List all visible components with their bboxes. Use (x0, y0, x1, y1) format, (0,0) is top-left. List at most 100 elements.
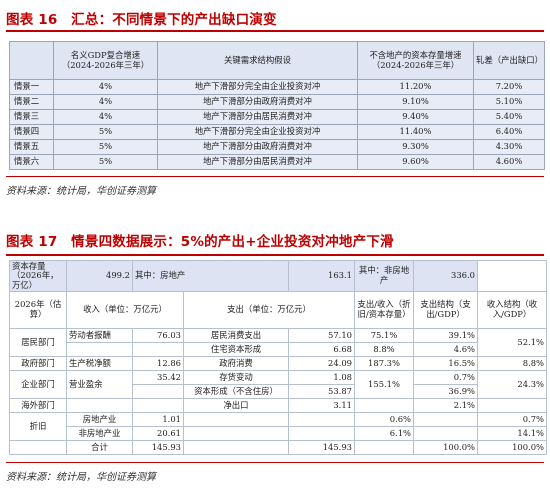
figure-17-source: 资料来源：统计局，华创证券测算 (6, 472, 156, 483)
demand-assumption: 地产下滑部分完全由企业投资对冲 (157, 124, 358, 140)
empty-cell (354, 398, 414, 413)
scenario-name: 情景二 (9, 94, 54, 110)
empty-cell (477, 398, 547, 413)
figure-17-title: 图表 17 情景四数据展示：5%的产出+企业投资对冲地产下滑 (6, 234, 394, 250)
total-label: 合计 (66, 440, 133, 455)
empty-cell (132, 342, 184, 357)
scenario-name: 情景一 (9, 79, 54, 95)
header-cell (9, 41, 54, 80)
gdp-growth: 5% (53, 139, 158, 155)
figure-16-title: 图表 16 汇总：不同情景下的产出缺口演变 (6, 12, 277, 28)
scenario-four-table: 资本存量（2026年，万亿） 499.2 其中：房地产 163.1 其中：非房地… (9, 260, 547, 455)
empty-cell (413, 426, 478, 441)
capital-stock-label: 资本存量（2026年，万亿） (9, 260, 67, 292)
figure-16-source: 资料来源：统计局，华创证券测算 (6, 186, 156, 197)
non-real-estate-stock-value: 336.0 (413, 260, 478, 292)
expense-structure: 2.1% (413, 398, 478, 413)
demand-assumption: 地产下滑部分由政府消费对冲 (157, 139, 358, 155)
expense-item: 净出口 (183, 398, 289, 413)
table-row: 情景一 4% 地产下滑部分完全由企业投资对冲 11.20% 7.20% (9, 79, 545, 95)
empty-cell (132, 398, 184, 413)
expense-value: 1.08 (288, 370, 355, 385)
sector-name: 企业部门 (9, 370, 67, 399)
capital-stock-growth: 9.60% (357, 154, 474, 170)
table-row: 资本形成（不含住房） 53.87 36.9% (10, 384, 547, 399)
expense-structure: 36.9% (413, 384, 478, 399)
income-structure: 0.7% (477, 412, 547, 427)
expense-value: 24.09 (288, 356, 355, 371)
table-row: 居民部门 劳动者报酬 76.03 居民消费支出 57.10 75.1% 39.1… (9, 328, 547, 357)
expense-value: 6.68 (288, 342, 355, 357)
output-gap: 5.10% (473, 94, 545, 110)
expense-ratio: 155.1% (354, 370, 414, 399)
total-income-structure: 100.0% (477, 440, 547, 455)
scenario-name: 情景四 (9, 124, 54, 140)
empty-cell (477, 260, 547, 292)
empty-cell (354, 440, 414, 455)
output-gap: 6.40% (473, 124, 545, 140)
header-cell: 不含地产的资本存量增速（2024-2026年三年） (357, 41, 474, 80)
capital-stock-row: 资本存量（2026年，万亿） 499.2 其中：房地产 163.1 其中：非房地… (9, 260, 547, 292)
gdp-growth: 5% (53, 154, 158, 170)
total-expense-structure: 100.0% (413, 440, 478, 455)
empty-cell (66, 342, 133, 357)
real-estate-stock-label: 其中：房地产 (132, 260, 289, 292)
column-header-row: 2026年（估算） 收入（单位：万亿元） 支出（单位：万亿元） 支出/收入（折旧… (9, 291, 547, 329)
income-value: 20.61 (132, 426, 184, 441)
expense-ratio: 0.6% (354, 412, 414, 427)
expense-structure-header: 支出结构（支出/GDP） (413, 291, 478, 329)
capital-stock-growth: 9.40% (357, 109, 474, 125)
income-structure: 8.8% (477, 356, 547, 371)
expense-item: 住宅资本形成 (183, 342, 289, 357)
table-row: 企业部门 营业盈余 35.42 存货变动 1.08 155.1% 0.7% 24… (9, 370, 547, 399)
table-row: 情景三 4% 地产下滑部分由居民消费对冲 9.40% 5.40% (9, 109, 545, 125)
income-structure: 24.3% (477, 370, 547, 399)
table-row: 住宅资本形成 6.68 8.8% 4.6% (10, 342, 547, 357)
total-row: 合计 145.93 145.93 100.0% 100.0% (9, 440, 547, 455)
income-value: 76.03 (132, 328, 184, 343)
expense-item: 居民消费支出 (183, 328, 289, 343)
sector-name: 居民部门 (9, 328, 67, 357)
expense-value: 3.11 (288, 398, 355, 413)
expense-ratio: 6.1% (354, 426, 414, 441)
figure-16-bottom-rule (6, 176, 544, 177)
real-estate-stock-value: 163.1 (288, 260, 355, 292)
capital-stock-growth: 9.10% (357, 94, 474, 110)
table-row: 非房地产业 20.61 6.1% 14.1% (10, 426, 547, 441)
total-expense: 145.93 (288, 440, 355, 455)
header-cell: 关键需求结构假设 (157, 41, 358, 80)
scenario-name: 情景五 (9, 139, 54, 155)
income-value: 1.01 (132, 412, 184, 427)
expense-value: 53.87 (288, 384, 355, 399)
figure-17-top-rule (6, 254, 544, 256)
expense-ratio: 8.8% (354, 342, 414, 357)
year-header: 2026年（估算） (9, 291, 67, 329)
expense-structure: 39.1% (413, 328, 478, 343)
empty-cell (413, 412, 478, 427)
sector-name: 海外部门 (9, 398, 67, 413)
income-item: 房地产业 (66, 412, 133, 427)
table-row: 政府部门 生产税净额 12.86 政府消费 24.09 187.3% 16.5%… (9, 356, 547, 371)
income-item: 营业盈余 (66, 370, 133, 399)
total-income: 145.93 (132, 440, 184, 455)
capital-stock-growth: 11.20% (357, 79, 474, 95)
table-row: 折旧 房地产业 1.01 0.6% 0.7% (9, 412, 547, 441)
table-row: 情景五 5% 地产下滑部分由政府消费对冲 9.30% 4.30% (9, 139, 545, 155)
gdp-growth: 4% (53, 109, 158, 125)
expense-ratio: 187.3% (354, 356, 414, 371)
empty-cell (183, 426, 289, 441)
empty-cell (183, 412, 289, 427)
empty-cell (288, 426, 355, 441)
header-cell: 轧差（产出缺口） (473, 41, 545, 80)
output-gap: 5.40% (473, 109, 545, 125)
non-real-estate-stock-label: 其中：非房地产 (354, 260, 414, 292)
expense-value: 57.10 (288, 328, 355, 343)
income-structure-header: 收入结构（收入/GDP） (477, 291, 547, 329)
sector-name: 政府部门 (9, 356, 67, 371)
expense-item: 存货变动 (183, 370, 289, 385)
scenario-name: 情景三 (9, 109, 54, 125)
income-item: 非房地产业 (66, 426, 133, 441)
income-structure: 14.1% (477, 426, 547, 441)
income-item: 生产税净额 (66, 356, 133, 371)
empty-cell (288, 412, 355, 427)
